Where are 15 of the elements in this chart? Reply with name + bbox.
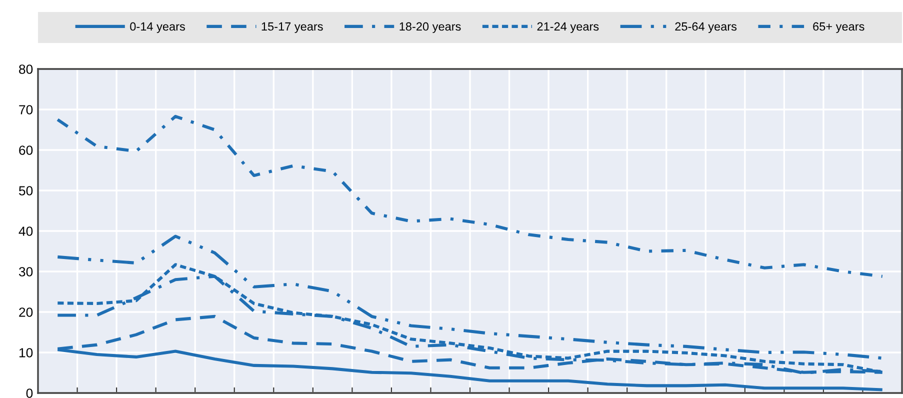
y-tick-label: 80 [19,64,33,74]
y-tick-label: 60 [19,146,33,155]
legend-label: 25-64 years [675,22,737,33]
y-tick-label: 50 [18,186,33,196]
legend-label: 21-24 years [537,22,599,33]
y-tick-label: 70 [19,105,33,114]
y-tick-label: 20 [19,308,33,317]
legend-label: 15-17 years [262,22,323,33]
legend-label: 18-20 years [400,22,461,33]
y-tick-label: 30 [18,267,33,276]
legend-label: 65+ years [813,22,864,33]
y-tick-label: 40 [18,226,33,236]
y-tick-label: 0 [26,388,33,398]
y-tick-label: 10 [19,348,33,358]
legend-label: 0-14 years [130,22,185,33]
